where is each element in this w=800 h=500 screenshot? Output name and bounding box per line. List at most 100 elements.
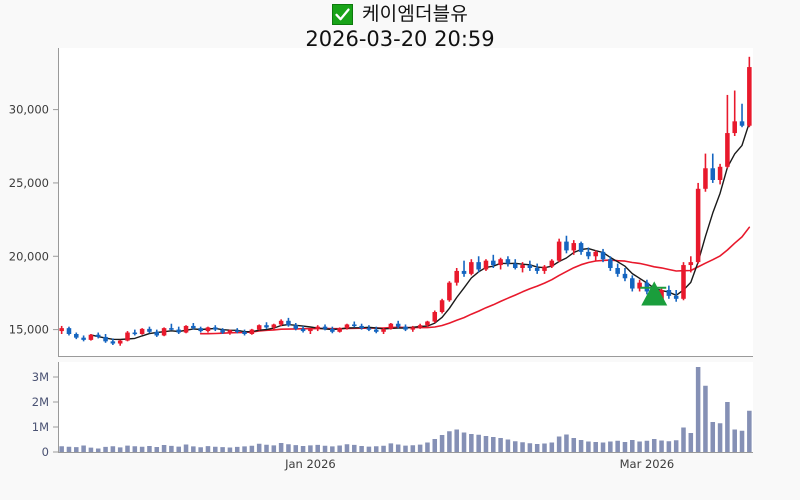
candlestick[interactable] xyxy=(103,334,108,343)
candlestick[interactable] xyxy=(461,260,467,277)
buy-signal-triangle[interactable] xyxy=(641,281,668,306)
candlestick[interactable] xyxy=(395,320,401,329)
candlestick[interactable] xyxy=(373,326,379,334)
candlestick[interactable] xyxy=(352,321,357,328)
candlestick[interactable] xyxy=(213,325,218,332)
candlestick[interactable] xyxy=(615,263,620,277)
candlestick[interactable] xyxy=(198,326,203,333)
candlestick[interactable] xyxy=(600,248,606,263)
candlestick[interactable] xyxy=(739,103,745,128)
candlestick[interactable] xyxy=(366,325,372,332)
candlestick[interactable] xyxy=(608,256,613,271)
candlestick[interactable] xyxy=(425,320,430,327)
candlestick[interactable] xyxy=(88,334,94,341)
candlestick[interactable] xyxy=(337,327,342,333)
candlestick[interactable] xyxy=(227,329,233,335)
candlestick[interactable] xyxy=(681,262,686,301)
candlestick[interactable] xyxy=(132,329,138,336)
candlestick[interactable] xyxy=(454,268,459,286)
candlestick[interactable] xyxy=(220,328,225,334)
candlestick[interactable] xyxy=(286,317,291,327)
signal-marker-group[interactable] xyxy=(640,281,668,306)
candlestick[interactable] xyxy=(673,290,679,302)
candlestick[interactable] xyxy=(278,319,284,326)
candlestick[interactable] xyxy=(381,328,386,334)
candlestick[interactable] xyxy=(417,323,423,329)
candlestick[interactable] xyxy=(139,328,145,335)
candlestick[interactable] xyxy=(242,329,247,336)
candlestick[interactable] xyxy=(578,241,584,255)
candlestick[interactable] xyxy=(308,328,313,334)
candlestick[interactable] xyxy=(703,153,708,192)
candlestick[interactable] xyxy=(293,323,299,331)
candlestick[interactable] xyxy=(439,298,445,314)
candlestick[interactable] xyxy=(271,323,277,330)
candlestick[interactable] xyxy=(410,325,416,332)
candlestick[interactable] xyxy=(571,240,577,255)
candlestick[interactable] xyxy=(154,329,160,337)
candlestick[interactable] xyxy=(527,260,533,271)
candlestick[interactable] xyxy=(498,257,503,270)
candlestick[interactable] xyxy=(710,153,716,183)
candlestick[interactable] xyxy=(432,310,438,323)
candlestick[interactable] xyxy=(512,259,518,270)
candlestick[interactable] xyxy=(315,325,320,332)
candlestick[interactable] xyxy=(81,335,86,342)
title-row: 케이엠더블유 xyxy=(0,1,800,27)
candlestick[interactable] xyxy=(586,247,591,260)
candlestick[interactable] xyxy=(147,326,152,334)
candlestick[interactable] xyxy=(330,326,335,334)
candlestick[interactable] xyxy=(637,279,642,292)
candlestick[interactable] xyxy=(403,324,408,332)
candlestick[interactable] xyxy=(622,268,628,282)
candlestick[interactable] xyxy=(388,323,394,330)
candlestick[interactable] xyxy=(695,182,701,264)
candlestick[interactable] xyxy=(59,325,64,334)
candlestick[interactable] xyxy=(110,338,116,345)
candlestick[interactable] xyxy=(542,265,547,274)
candlestick[interactable] xyxy=(176,326,181,334)
candlestick[interactable] xyxy=(688,256,694,273)
candlestick[interactable] xyxy=(717,163,723,185)
candlestick[interactable] xyxy=(666,285,672,299)
candlestick[interactable] xyxy=(117,339,123,346)
candlestick[interactable] xyxy=(125,331,130,342)
candlestick[interactable] xyxy=(534,263,540,274)
candlestick[interactable] xyxy=(359,323,364,330)
volume-bar xyxy=(659,440,664,452)
volume-bar xyxy=(183,444,189,452)
candlestick[interactable] xyxy=(725,94,730,169)
candlestick[interactable] xyxy=(249,328,255,335)
candlestick[interactable] xyxy=(491,254,496,268)
candlestick[interactable] xyxy=(161,327,167,337)
candlestick[interactable] xyxy=(469,259,474,276)
candlestick[interactable] xyxy=(322,324,328,331)
candlestick[interactable] xyxy=(747,56,752,128)
candlestick[interactable] xyxy=(191,323,196,330)
price-panel xyxy=(58,48,753,356)
candlestick[interactable] xyxy=(564,235,569,254)
candlestick[interactable] xyxy=(732,90,737,136)
candlestick[interactable] xyxy=(66,326,72,336)
candlestick[interactable] xyxy=(549,259,555,268)
candlestick[interactable] xyxy=(95,332,101,339)
candlestick-group[interactable] xyxy=(59,56,752,346)
candlestick[interactable] xyxy=(593,250,598,261)
candlestick[interactable] xyxy=(476,256,481,273)
candlestick[interactable] xyxy=(505,256,511,267)
candlestick[interactable] xyxy=(300,325,306,333)
candlestick[interactable] xyxy=(169,323,174,331)
candlestick[interactable] xyxy=(520,262,525,273)
candlestick[interactable] xyxy=(256,324,262,331)
candlestick[interactable] xyxy=(483,259,489,271)
candlestick[interactable] xyxy=(205,326,211,333)
candlestick[interactable] xyxy=(183,325,189,334)
candlestick[interactable] xyxy=(264,322,269,329)
candlestick[interactable] xyxy=(74,332,79,340)
candlestick[interactable] xyxy=(556,238,562,263)
candlestick[interactable] xyxy=(447,281,452,302)
candlestick[interactable] xyxy=(344,323,350,330)
candlestick[interactable] xyxy=(630,275,635,292)
candlestick[interactable] xyxy=(234,328,240,334)
